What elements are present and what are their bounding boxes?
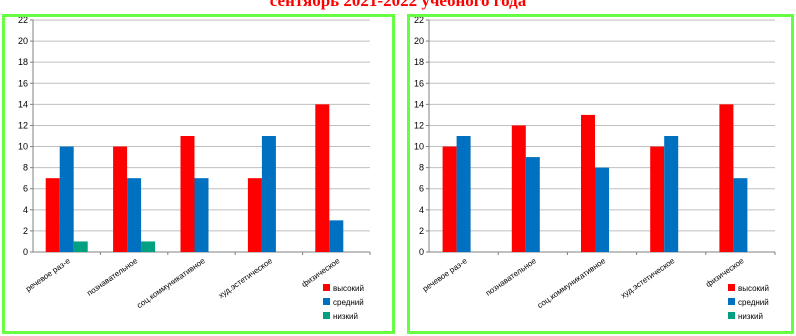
y-tick-label: 18	[414, 57, 424, 67]
y-tick-label: 20	[18, 36, 28, 46]
bar-medium	[664, 136, 679, 252]
x-category-label: речевое раз-е	[421, 256, 469, 294]
y-tick-label: 12	[18, 120, 28, 130]
y-tick-label: 4	[419, 205, 424, 215]
y-tick-label: 20	[414, 36, 424, 46]
y-tick-label: 8	[419, 163, 424, 173]
bar-medium	[261, 136, 276, 252]
legend-swatch	[728, 312, 735, 319]
bar-medium	[733, 178, 748, 252]
bar-low	[73, 241, 88, 252]
bar-medium	[525, 157, 540, 252]
y-tick-label: 0	[23, 247, 28, 257]
legend-swatch	[323, 298, 330, 305]
x-category-label: худ.эстетическое	[217, 256, 275, 300]
bar-chart-left: 0 2 4 6 8 10 12 14 16 18 20 22 речевое раз-е познават…	[18, 17, 371, 321]
chart-panel-left: 0 2 4 6 8 10 12 14 16 18 20 22 речевое раз-е познават…	[2, 14, 395, 334]
y-tick-label: 8	[23, 163, 28, 173]
y-tick-label: 6	[419, 184, 424, 194]
bar-medium	[329, 220, 344, 252]
y-tick-label: 22	[18, 17, 28, 25]
bar-high	[511, 125, 526, 252]
legend-label: средний	[333, 298, 364, 307]
x-category-label: соц.коммуникативное	[135, 256, 207, 310]
bar-high	[650, 146, 665, 252]
y-tick-label: 16	[414, 78, 424, 88]
bar-high	[719, 104, 734, 252]
page-title: сентябрь 2021-2022 учебного года	[269, 0, 527, 10]
x-category-label: худ.эстетическое	[619, 256, 677, 300]
y-tick-label: 6	[23, 184, 28, 194]
legend-label: высокий	[333, 284, 364, 293]
x-category-label: познавательное	[484, 256, 538, 298]
bar-high	[113, 146, 128, 252]
y-tick-label: 2	[419, 226, 424, 236]
x-category-label: познавательное	[85, 256, 139, 298]
y-tick-label: 10	[414, 142, 424, 152]
legend-swatch	[323, 312, 330, 319]
chart-panel-right: 0 2 4 6 8 10 12 14 16 18 20 22 речевое раз-е познават…	[407, 14, 794, 334]
bar-high	[315, 104, 330, 252]
legend-label: низкий	[333, 312, 358, 321]
bar-medium	[595, 167, 609, 252]
y-tick-label: 14	[18, 99, 28, 109]
bar-medium	[127, 178, 142, 252]
y-tick-label: 14	[414, 99, 424, 109]
bar-medium	[456, 136, 471, 252]
y-tick-label: 18	[18, 57, 28, 67]
bar-high	[45, 178, 60, 252]
bar-chart-right: 0 2 4 6 8 10 12 14 16 18 20 22 речевое раз-е познават…	[414, 17, 776, 321]
legend-swatch	[728, 284, 735, 291]
y-tick-label: 16	[18, 78, 28, 88]
legend-label: высокий	[738, 284, 769, 293]
bar-high	[581, 114, 595, 252]
bar-medium	[194, 178, 209, 252]
y-tick-label: 22	[414, 17, 424, 25]
x-category-label: речевое раз-е	[24, 256, 72, 294]
legend-swatch	[728, 298, 735, 305]
y-tick-label: 10	[18, 142, 28, 152]
y-tick-label: 12	[414, 120, 424, 130]
bar-medium	[59, 146, 74, 252]
x-category-label: соц.коммуникативное	[536, 256, 608, 310]
bar-high	[442, 146, 457, 252]
y-tick-label: 2	[23, 226, 28, 236]
legend-label: средний	[738, 298, 769, 307]
y-tick-label: 0	[419, 247, 424, 257]
bar-high	[247, 178, 262, 252]
legend-swatch	[323, 284, 330, 291]
bar-high	[180, 136, 195, 252]
legend-label: низкий	[738, 312, 763, 321]
y-tick-label: 4	[23, 205, 28, 215]
bar-low	[141, 241, 156, 252]
